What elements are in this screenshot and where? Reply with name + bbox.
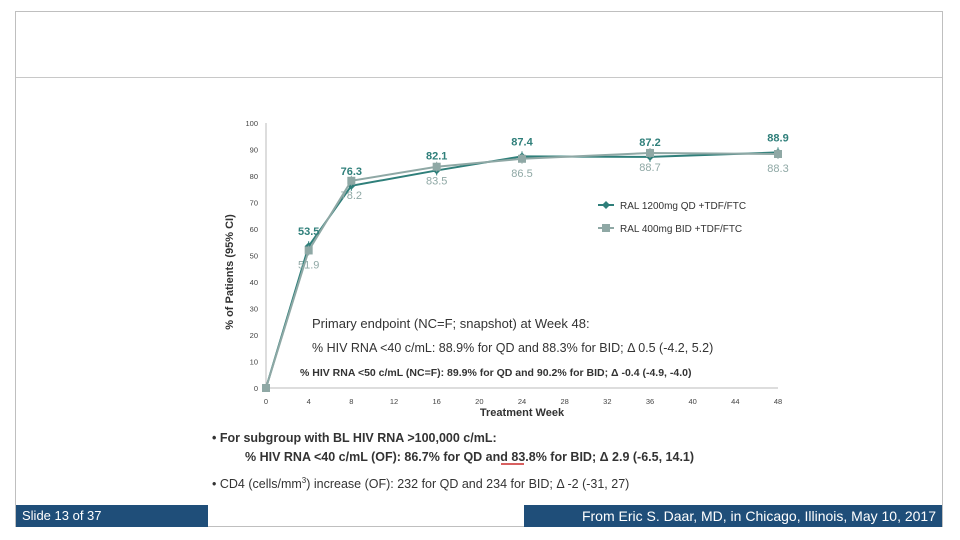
data-label-bid: 88.7 (639, 162, 660, 174)
y-tick-label: 50 (250, 252, 258, 261)
y-tick-label: 30 (250, 305, 258, 314)
title-divider (16, 77, 942, 78)
endpoint-line-1: Primary endpoint (NC=F; snapshot) at Wee… (312, 316, 590, 331)
data-label-qd: 87.2 (639, 137, 660, 149)
y-tick-label: 100 (245, 119, 258, 128)
y-tick-label: 60 (250, 225, 258, 234)
y-tick-label: 80 (250, 172, 258, 181)
x-tick-label: 32 (603, 397, 611, 406)
slide-number: Slide 13 of 37 (16, 505, 208, 527)
point-bid (262, 384, 270, 392)
x-tick-label: 4 (307, 397, 311, 406)
data-label-qd: 82.1 (426, 150, 447, 162)
bullet-2: • CD4 (cells/mm3) increase (OF): 232 for… (212, 476, 629, 491)
x-tick-label: 24 (518, 397, 526, 406)
legend-bid-marker (602, 224, 610, 232)
x-tick-label: 20 (475, 397, 483, 406)
data-label-qd: 76.3 (341, 166, 362, 178)
legend-qd-label: RAL 1200mg QD +TDF/FTC (620, 201, 746, 212)
x-tick-label: 12 (390, 397, 398, 406)
source-credit: From Eric S. Daar, MD, in Chicago, Illin… (524, 505, 942, 527)
legend-bid-label: RAL 400mg BID +TDF/FTC (620, 224, 742, 235)
legend: RAL 1200mg QD +TDF/FTC RAL 400mg BID +TD… (598, 201, 746, 235)
data-label-qd: 53.5 (298, 226, 319, 238)
x-tick-label: 16 (432, 397, 440, 406)
slide-frame (15, 11, 943, 527)
y-tick-label: 40 (250, 278, 258, 287)
y-tick-label: 20 (250, 331, 258, 340)
legend-qd-marker (602, 201, 610, 209)
data-label-bid: 51.9 (298, 259, 319, 271)
bullet-1-line-2: % HIV RNA <40 c/mL (OF): 86.7% for QD an… (245, 450, 694, 464)
data-label-bid: 78.2 (341, 190, 362, 202)
x-tick-label: 48 (774, 397, 782, 406)
chart-data-labels: 53.5 76.3 82.1 87.4 87.2 88.9 51.9 78.2 83.5 86.5… (298, 132, 789, 271)
point-bid (304, 246, 313, 255)
data-label-qd: 88.9 (767, 132, 788, 144)
point-bid (347, 176, 356, 185)
data-label-bid: 83.5 (426, 176, 447, 188)
y-axis-title: % of Patients (95% CI) (224, 214, 236, 330)
x-axis-title: Treatment Week (480, 407, 565, 419)
y-tick-label: 0 (254, 384, 258, 393)
x-tick-label: 40 (688, 397, 696, 406)
chart-series (262, 147, 782, 392)
data-label-qd: 87.4 (511, 136, 533, 148)
point-bid (432, 162, 441, 171)
point-bid (518, 154, 526, 163)
y-tick-label: 10 (250, 358, 258, 367)
y-tick-label: 70 (250, 199, 258, 208)
bullet-1-line-1: • For subgroup with BL HIV RNA >100,000 … (212, 431, 497, 445)
x-tick-label: 28 (560, 397, 568, 406)
endpoint-line-3: % HIV RNA <50 c/mL (NC=F): 89.9% for QD … (300, 367, 691, 379)
point-bid (646, 148, 654, 157)
x-tick-label: 0 (264, 397, 268, 406)
data-label-bid: 86.5 (511, 168, 532, 180)
x-tick-label: 36 (646, 397, 654, 406)
x-tick-label: 8 (349, 397, 353, 406)
bullet-2-pre: • CD4 (cells/mm (212, 477, 302, 491)
bullet-2-post: ) increase (OF): 232 for QD and 234 for … (306, 477, 629, 491)
bullet-2-sup: 3 (302, 476, 307, 485)
endpoint-line-2: % HIV RNA <40 c/mL: 88.9% for QD and 88.… (312, 341, 713, 355)
x-tick-label: 44 (731, 397, 739, 406)
data-label-bid: 88.3 (767, 163, 788, 175)
chart-plot-area (265, 123, 778, 389)
y-tick-label: 90 (250, 146, 258, 155)
point-bid (774, 150, 782, 159)
